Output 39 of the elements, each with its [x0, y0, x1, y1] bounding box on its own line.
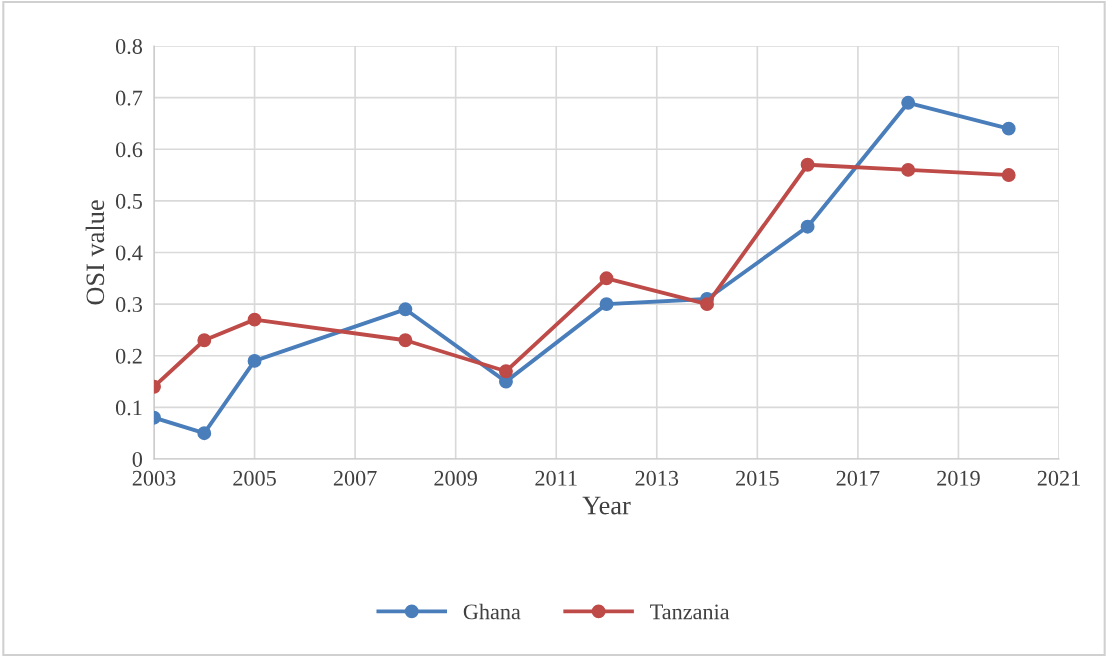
point	[498, 364, 513, 379]
y-tick-label: 0.8	[115, 38, 143, 55]
point	[901, 95, 916, 110]
x-tick-label: 2011	[535, 470, 577, 486]
point	[398, 333, 413, 348]
y-tick-label: 0.5	[115, 193, 143, 209]
point	[700, 297, 715, 312]
point	[800, 157, 815, 172]
x-tick-label: 2015	[736, 470, 779, 486]
y-tick-label: 0.6	[115, 142, 143, 158]
y-tick-label: 0.2	[115, 348, 142, 364]
y-axis-title: OSI value	[85, 200, 105, 305]
x-tick-label: 2003	[132, 470, 176, 486]
point	[800, 219, 815, 234]
x-tick-label: 2017	[836, 470, 880, 486]
legend-label: Tanzania	[650, 604, 730, 620]
point	[247, 353, 262, 368]
x-tick-label: 2009	[434, 470, 477, 486]
legend-label: Ghana	[463, 603, 521, 620]
point	[247, 312, 262, 327]
x-tick-label: 2005	[233, 470, 276, 486]
y-tick-label: 0.7	[115, 90, 143, 106]
y-tick-label: 0.1	[115, 400, 142, 416]
y-tick-label: 0.3	[115, 297, 143, 313]
point	[1001, 168, 1016, 183]
point	[197, 426, 212, 441]
x-tick-label: 2021	[1037, 470, 1080, 486]
x-tick-label: 2013	[635, 470, 679, 486]
point	[1001, 121, 1016, 136]
y-tick-label: 0.4	[115, 245, 143, 261]
x-tick-label: 2007	[333, 470, 377, 486]
point	[599, 271, 614, 286]
y-tick-label: 0	[132, 451, 143, 467]
x-axis-title: Year	[582, 496, 631, 515]
point	[599, 297, 614, 312]
x-tick-label: 2019	[937, 470, 980, 486]
point	[197, 333, 212, 348]
point	[901, 162, 916, 177]
point	[398, 302, 413, 317]
